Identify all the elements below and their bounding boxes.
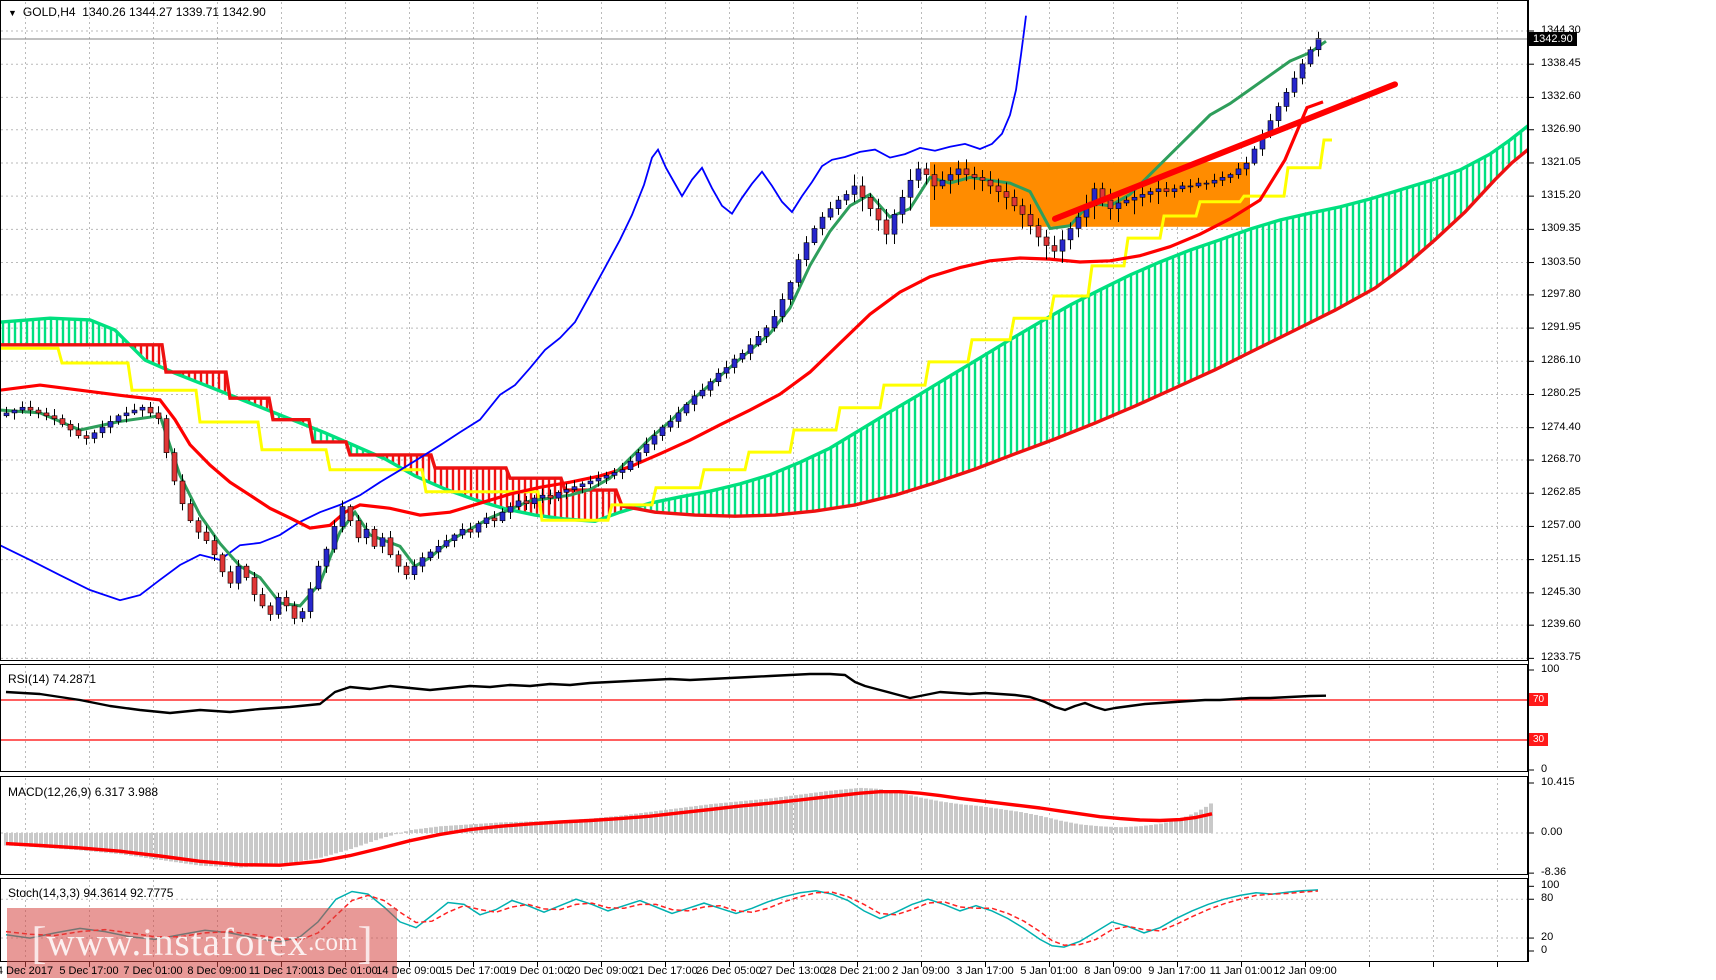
- macd-indicator-label: MACD(12,26,9) 6.317 3.988: [8, 785, 159, 799]
- rsi-level-30-badge: 30: [1529, 733, 1549, 746]
- chart-title: ▼ GOLD,H4 1340.26 1344.27 1339.71 1342.90: [8, 5, 266, 19]
- highlight-zone: [930, 162, 1250, 227]
- price-tick-label: 1268.70: [1541, 453, 1581, 466]
- time-tick-label: 8 Jan 09:00: [1084, 965, 1142, 977]
- time-tick-label: 15 Dec 17:00: [440, 965, 506, 977]
- time-tick-label: 8 Dec 09:00: [187, 965, 247, 977]
- time-tick-label: 27 Dec 13:00: [760, 965, 826, 977]
- watermark-open-bracket: [: [31, 917, 47, 968]
- price-tick-label: 1262.85: [1541, 486, 1581, 499]
- price-tick-label: 1338.45: [1541, 57, 1581, 70]
- watermark-tld: .com: [308, 929, 358, 956]
- stoch-tick-label: 20: [1541, 931, 1554, 944]
- price-tick-label: 1332.60: [1541, 90, 1581, 103]
- time-tick-label: 4 Dec 2017: [0, 965, 54, 977]
- time-tick-label: 5 Dec 17:00: [59, 965, 119, 977]
- time-tick-label: 14 Dec 09:00: [376, 965, 442, 977]
- price-tick-label: 1303.50: [1541, 255, 1581, 268]
- time-tick-label: 12 Jan 09:00: [1273, 965, 1337, 977]
- price-tick-label: 1245.30: [1541, 585, 1581, 598]
- price-tick-label: 1321.05: [1541, 155, 1581, 168]
- trend-line: [1052, 81, 1398, 222]
- rsi-level-70-badge: 70: [1529, 693, 1549, 706]
- price-tick-label: 1297.80: [1541, 287, 1581, 300]
- price-tick-label: 1280.25: [1541, 387, 1581, 400]
- current-price-badge: 1342.90: [1529, 32, 1577, 46]
- rsi-plot: [1, 672, 1527, 741]
- time-tick-label: 13 Dec 01:00: [312, 965, 378, 977]
- collapse-triangle-icon[interactable]: ▼: [8, 8, 17, 18]
- macd-tick-label: -8.36: [1541, 866, 1567, 879]
- time-tick-label: 3 Jan 17:00: [956, 965, 1014, 977]
- time-tick-label: 26 Dec 05:00: [696, 965, 762, 977]
- rsi-indicator-label: RSI(14) 74.2871: [8, 672, 97, 686]
- watermark-close-bracket: ]: [357, 917, 373, 968]
- price-tick-label: 1315.20: [1541, 189, 1581, 202]
- time-tick-label: 11 Dec 17:00: [248, 965, 314, 977]
- stoch-tick-label: 0: [1541, 944, 1548, 956]
- stoch-tick-label: 80: [1541, 892, 1554, 905]
- price-tick-label: 1326.90: [1541, 122, 1581, 135]
- time-axis[interactable]: 4 Dec 2017 5 Dec 17:00 7 Dec 01:00 8 Dec 09…: [0, 962, 1716, 980]
- watermark: [ www.instaforex .com ]: [7, 908, 397, 978]
- rsi-tick-label: 100: [1541, 663, 1560, 675]
- macd-tick-label: 10.415: [1541, 776, 1575, 788]
- macd-plot: [4, 787, 1213, 868]
- price-tick-label: 1291.95: [1541, 321, 1581, 334]
- time-tick-label: 19 Dec 01:00: [504, 965, 570, 977]
- price-plot: [1, 15, 1527, 625]
- stoch-tick-label: 100: [1541, 879, 1560, 892]
- price-tick-label: 1251.15: [1541, 552, 1581, 565]
- price-tick-label: 1274.40: [1541, 420, 1581, 433]
- price-tick-label: 1309.35: [1541, 222, 1581, 235]
- time-tick-label: 5 Jan 01:00: [1020, 965, 1078, 977]
- price-tick-label: 1233.75: [1541, 651, 1581, 664]
- chart-symbol-period: GOLD,H4: [22, 5, 76, 19]
- watermark-domain: www.instaforex: [46, 921, 309, 964]
- time-tick-label: 20 Dec 09:00: [568, 965, 634, 977]
- time-tick-label: 11 Jan 01:00: [1209, 965, 1273, 977]
- price-tick-label: 1257.00: [1541, 519, 1581, 532]
- chart-ohlc-values: 1340.26 1344.27 1339.71 1342.90: [82, 5, 266, 19]
- time-tick-label: 28 Dec 21:00: [824, 965, 890, 977]
- price-axis[interactable]: 1344.30 1338.45 1332.60 1326.90 1321.05 1315.…: [1529, 0, 1716, 962]
- time-tick-label: 21 Dec 17:00: [632, 965, 698, 977]
- macd-tick-label: 0.00: [1541, 826, 1563, 838]
- price-tick-label: 1239.60: [1541, 618, 1581, 631]
- stoch-indicator-label: Stoch(14,3,3) 94.3614 92.7775: [8, 886, 174, 900]
- time-tick-label: 2 Jan 09:00: [892, 965, 950, 977]
- panel-borders: [0, 0, 1534, 967]
- time-tick-label: 7 Dec 01:00: [123, 965, 183, 977]
- time-tick-label: 9 Jan 17:00: [1148, 965, 1206, 977]
- rsi-tick-label: 0: [1541, 763, 1548, 775]
- price-tick-label: 1286.10: [1541, 354, 1581, 367]
